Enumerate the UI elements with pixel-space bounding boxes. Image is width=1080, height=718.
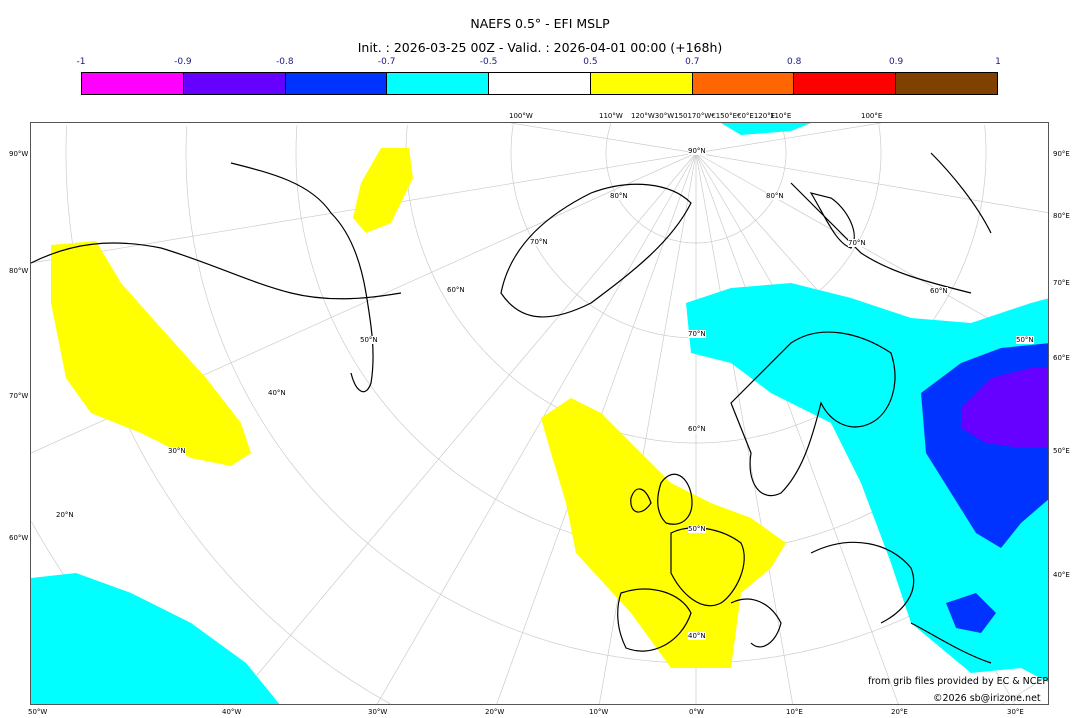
axis-label: 40°N <box>268 389 286 397</box>
colorbar-segment <box>183 73 286 94</box>
axis-label: 60°W <box>9 534 29 542</box>
colorbar-segment <box>82 73 184 94</box>
axis-label: 50°N <box>360 336 378 344</box>
latitude-circle <box>405 125 987 444</box>
axis-label: 50°N <box>1016 336 1034 344</box>
latitude-circle <box>65 125 391 704</box>
axis-label: 110°W <box>599 112 623 120</box>
axis-label: 50°E <box>1053 447 1070 455</box>
efi-shading <box>31 123 1048 704</box>
axis-label: 20°N <box>56 511 74 519</box>
axis-label: 80°W <box>9 267 29 275</box>
colorbar-tick-label: -1 <box>76 57 86 67</box>
axis-label: 90°E <box>1053 150 1070 158</box>
map-subtitle: Init. : 2026-03-25 00Z - Valid. : 2026-0… <box>357 40 723 55</box>
axis-label: 80°N <box>766 192 784 200</box>
axis-label: 60°N <box>930 287 948 295</box>
map-svg <box>31 123 1048 704</box>
axis-label: 40°E <box>1053 571 1070 579</box>
axis-label: 70°N <box>688 330 706 338</box>
colorbar-segment <box>896 73 998 94</box>
colorbar-tick-label: 0.5 <box>583 57 598 67</box>
axis-label: 70°N <box>530 238 548 246</box>
axis-label: 70°E <box>1053 279 1070 287</box>
axis-label: 90°N <box>688 147 706 155</box>
colorbar-tick-label: 0.8 <box>787 57 802 67</box>
colorbar <box>81 72 998 95</box>
colorbar-segment <box>794 73 897 94</box>
axis-label: 30°W <box>368 708 388 716</box>
axis-label: 60°E <box>1053 354 1070 362</box>
colorbar-segment <box>285 73 388 94</box>
axis-label: 10°E <box>786 708 803 716</box>
copyright-credit: ©2026 sb@irizone.net <box>933 693 1041 704</box>
coastlines <box>31 152 992 664</box>
latitude-circle <box>1001 675 1048 704</box>
latitude-circle <box>605 123 787 244</box>
axis-label: 30°N <box>168 447 186 455</box>
axis-label: 70°W <box>9 392 29 400</box>
axis-label: 60°N <box>688 425 706 433</box>
axis-label: 20°W <box>485 708 505 716</box>
colorbar-segment <box>387 73 490 94</box>
latitude-circle <box>185 126 1048 664</box>
axis-label: 90°W <box>9 150 29 158</box>
axis-label: 30°E <box>1007 708 1024 716</box>
map-area <box>30 122 1049 705</box>
colorbar-tick-label: -0.7 <box>377 57 396 67</box>
axis-label: 70°N <box>848 239 866 247</box>
colorbar-tick-label: -0.8 <box>275 57 294 67</box>
axis-label: 50°W <box>28 708 48 716</box>
axis-label: 10°W <box>589 708 609 716</box>
latitude-circle <box>510 124 882 339</box>
axis-label: 40°W <box>222 708 242 716</box>
axis-label: 80°N <box>610 192 628 200</box>
axis-label: 0°W <box>689 708 704 716</box>
axis-label: 40°N <box>688 632 706 640</box>
map-title: NAEFS 0.5° - EFI MSLP <box>470 16 610 31</box>
source-credit: from grib files provided by EC & NCEP <box>868 676 1049 687</box>
axis-label: 100°W <box>509 112 533 120</box>
colorbar-segment <box>489 73 591 94</box>
colorbar-tick-label: 1 <box>995 57 1001 67</box>
colorbar-tick-label: 0.9 <box>888 57 904 67</box>
colorbar-segment <box>590 73 693 94</box>
colorbar-tick-label: -0.9 <box>174 57 192 67</box>
axis-label: 100°E <box>861 112 883 120</box>
axis-label: 50°N <box>688 525 706 533</box>
axis-label: 120°W30°W150170°W€150°E€0°E120°E <box>631 112 776 120</box>
colorbar-tick-label: -0.5 <box>479 57 498 67</box>
axis-label: 80°E <box>1053 212 1070 220</box>
colorbar-segment <box>692 73 795 94</box>
axis-label: 110°E <box>770 112 792 120</box>
colorbar-tick-label: 0.7 <box>685 57 700 67</box>
latitude-circle <box>984 125 987 153</box>
axis-label: 20°E <box>891 708 908 716</box>
latitude-circle <box>878 124 882 153</box>
axis-label: 60°N <box>447 286 465 294</box>
